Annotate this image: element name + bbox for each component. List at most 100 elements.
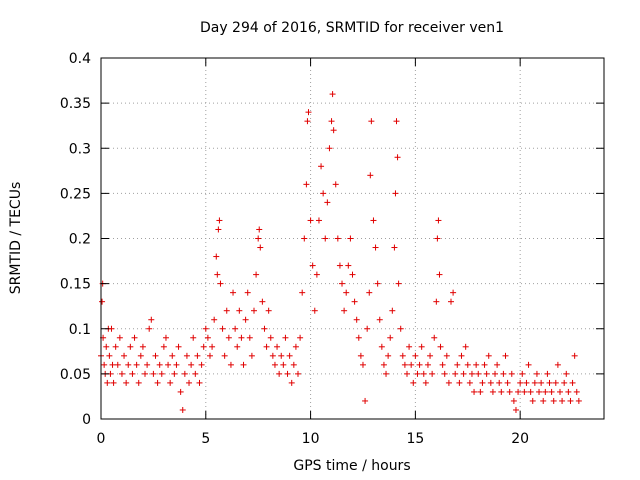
data-point [173,361,180,368]
data-point [556,388,563,395]
data-point [473,361,480,368]
data-point [106,352,113,359]
y-tick-label: 0 [82,412,91,428]
data-point [527,388,534,395]
data-point [209,343,216,350]
data-point [567,397,574,404]
y-tick-label: 0.35 [60,96,91,112]
data-point [460,370,467,377]
data-point [206,352,213,359]
x-tick-labels: 0 5 10 15 20 [97,431,530,447]
data-point [536,388,543,395]
data-point [123,379,130,386]
data-point [322,235,329,242]
data-point [108,325,115,332]
data-point [510,397,517,404]
data-point [214,271,221,278]
data-point [500,370,507,377]
data-point [464,361,471,368]
data-point [219,325,226,332]
data-point [427,352,434,359]
data-point [167,379,174,386]
data-point [502,352,509,359]
data-point [436,271,443,278]
data-point [525,361,532,368]
data-point [261,325,268,332]
data-point [188,361,195,368]
data-point [158,370,165,377]
data-point [152,352,159,359]
data-point [380,361,387,368]
data-point [454,361,461,368]
data-point [234,343,241,350]
data-point [146,325,153,332]
data-point [311,307,318,314]
data-point [135,379,142,386]
data-point [512,406,519,413]
data-point [498,388,505,395]
data-point [489,388,496,395]
chart-title: Day 294 of 2016, SRMTID for receiver ven… [200,20,504,36]
data-point [347,235,354,242]
data-point [183,352,190,359]
data-point [127,343,134,350]
data-point [142,370,149,377]
data-point [481,361,488,368]
data-point [441,370,448,377]
data-point [357,352,364,359]
data-point [271,361,278,368]
y-tick-label: 0.2 [69,232,91,248]
data-point [284,370,291,377]
data-point [334,235,341,242]
data-point [280,361,287,368]
data-point [519,370,526,377]
data-point [554,361,561,368]
data-point [416,361,423,368]
data-point [217,280,224,287]
data-point [290,361,297,368]
data-point [175,343,182,350]
data-points [98,91,582,413]
data-point [328,118,335,125]
data-point [211,316,218,323]
data-point [101,361,108,368]
data-point [297,334,304,341]
data-point [479,379,486,386]
grid-lines [101,58,604,419]
data-point [563,370,570,377]
data-point [256,226,263,233]
data-point [362,397,369,404]
data-point [286,352,293,359]
data-point [295,370,302,377]
data-point [355,334,362,341]
data-point [255,235,262,242]
data-point [221,352,228,359]
data-point [397,325,404,332]
data-point [320,190,327,197]
data-point [434,235,441,242]
data-point [504,379,511,386]
data-point [517,379,524,386]
data-point [529,397,536,404]
data-point [366,289,373,296]
data-point [276,370,283,377]
data-point [223,307,230,314]
data-point [269,352,276,359]
data-point [332,181,339,188]
data-point [104,379,111,386]
data-point [414,370,421,377]
data-point [204,334,211,341]
data-point [154,379,161,386]
data-point [394,154,401,161]
y-tick-labels: 0 0.05 0.1 0.15 0.2 0.25 0.3 0.35 0.4 [60,51,91,428]
data-point [538,379,545,386]
x-tick-label: 20 [511,431,529,447]
x-axis-label: GPS time / hours [293,458,410,474]
data-point [103,343,110,350]
data-point [186,379,193,386]
data-point [114,361,121,368]
data-point [169,352,176,359]
data-point [392,190,399,197]
y-tick-label: 0.4 [69,51,91,67]
